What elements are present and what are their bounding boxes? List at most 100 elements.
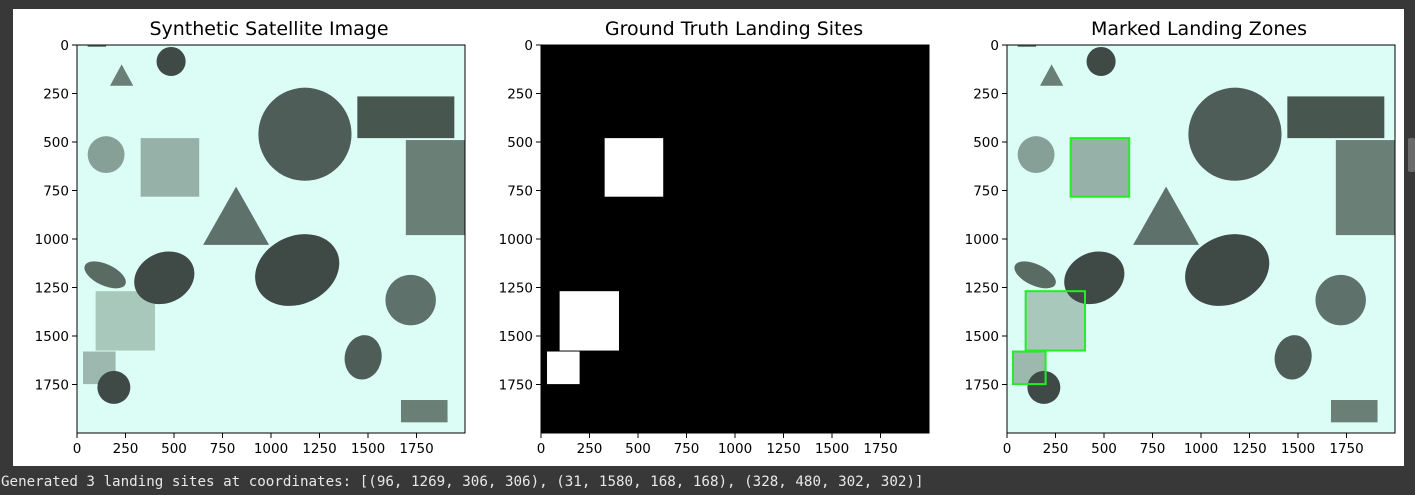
shape-rectangle bbox=[1330, 400, 1378, 423]
y-tick-label: 500 bbox=[43, 135, 69, 151]
shape-rectangle bbox=[1335, 140, 1395, 236]
shape-ellipse bbox=[1188, 87, 1282, 181]
x-tick-label: 1000 bbox=[1184, 441, 1218, 457]
x-tick-label: 500 bbox=[161, 441, 187, 457]
y-tick-label: 0 bbox=[524, 38, 533, 54]
panel-title: Marked Landing Zones bbox=[1091, 18, 1307, 40]
y-tick-label: 750 bbox=[973, 184, 999, 200]
x-tick-label: 1000 bbox=[254, 441, 288, 457]
x-ticks: 0 250 500 750 1000 1250 1500 1750 bbox=[537, 433, 898, 457]
shape-ellipse bbox=[84, 261, 126, 289]
shape-ellipse bbox=[255, 234, 340, 306]
ground-truth-mask bbox=[541, 45, 929, 433]
shape-rectangle bbox=[400, 400, 448, 423]
y-tick-label: 1250 bbox=[965, 281, 999, 297]
shape-triangle bbox=[1039, 64, 1064, 86]
y-tick-label: 0 bbox=[990, 38, 999, 54]
y-tick-label: 1500 bbox=[35, 329, 69, 345]
y-tick-label: 1250 bbox=[499, 281, 533, 297]
x-tick-label: 250 bbox=[577, 441, 603, 457]
y-tick-label: 1000 bbox=[499, 232, 533, 248]
shape-rectangle bbox=[95, 291, 155, 351]
y-tick-label: 250 bbox=[43, 87, 69, 103]
x-tick-label: 1500 bbox=[815, 441, 849, 457]
x-tick-label: 250 bbox=[1043, 441, 1069, 457]
x-ticks: 0 250 500 750 1000 1250 1500 1750 bbox=[73, 433, 434, 457]
shape-ellipse bbox=[156, 46, 186, 77]
shape-rectangle bbox=[1070, 138, 1130, 197]
shape-rectangle bbox=[1017, 45, 1037, 47]
y-tick-label: 1250 bbox=[35, 281, 69, 297]
landing-zone-box bbox=[1069, 137, 1131, 198]
landing-site-mask bbox=[547, 351, 580, 385]
landing-zone-box bbox=[1024, 290, 1086, 352]
x-tick-label: 0 bbox=[73, 441, 82, 457]
panel-synthetic-satellite-image: Synthetic Satellite Image 0 250 500 750 1000… bbox=[35, 18, 466, 457]
x-tick-label: 1250 bbox=[766, 441, 800, 457]
x-tick-label: 500 bbox=[1091, 441, 1117, 457]
x-tick-label: 250 bbox=[113, 441, 139, 457]
marked-image bbox=[1007, 45, 1395, 433]
shape-ellipse bbox=[1086, 46, 1116, 77]
y-tick-label: 500 bbox=[973, 135, 999, 151]
x-tick-label: 1500 bbox=[1281, 441, 1315, 457]
y-tick-label: 1500 bbox=[965, 329, 999, 345]
shape-ellipse bbox=[1014, 261, 1056, 289]
shape-rectangle bbox=[1025, 291, 1085, 351]
shape-ellipse bbox=[97, 370, 131, 404]
x-tick-label: 1500 bbox=[351, 441, 385, 457]
x-tick-label: 1750 bbox=[1329, 441, 1363, 457]
x-tick-label: 750 bbox=[674, 441, 700, 457]
y-ticks: 0 250 500 750 1000 1250 1500 1750 bbox=[499, 38, 541, 394]
y-tick-label: 1500 bbox=[499, 329, 533, 345]
y-ticks: 0 250 500 750 1000 1250 1500 1750 bbox=[965, 38, 1007, 394]
y-tick-label: 500 bbox=[507, 135, 533, 151]
shape-rectangle bbox=[140, 138, 200, 197]
mask-background bbox=[541, 45, 929, 433]
landing-site-mask bbox=[559, 291, 619, 351]
y-tick-label: 1750 bbox=[965, 378, 999, 394]
scrollbar-handle[interactable] bbox=[1408, 138, 1415, 172]
satellite-image bbox=[77, 45, 465, 433]
shape-rectangle bbox=[87, 45, 107, 47]
landing-site-mask bbox=[604, 138, 664, 197]
y-tick-label: 1000 bbox=[965, 232, 999, 248]
x-tick-label: 0 bbox=[537, 441, 546, 457]
x-ticks: 0 250 500 750 1000 1250 1500 1750 bbox=[1003, 433, 1364, 457]
shape-ellipse bbox=[1017, 136, 1055, 174]
y-tick-label: 750 bbox=[507, 184, 533, 200]
x-tick-label: 750 bbox=[1140, 441, 1166, 457]
y-tick-label: 250 bbox=[973, 87, 999, 103]
x-tick-label: 1000 bbox=[718, 441, 752, 457]
shape-triangle bbox=[1133, 186, 1200, 245]
shape-triangle bbox=[109, 64, 134, 86]
shape-ellipse bbox=[1027, 370, 1061, 404]
shape-ellipse bbox=[385, 274, 436, 326]
shape-ellipse bbox=[344, 335, 382, 380]
panel-title: Ground Truth Landing Sites bbox=[605, 18, 863, 40]
y-ticks: 0 250 500 750 1000 1250 1500 1750 bbox=[35, 38, 77, 394]
shape-ellipse bbox=[1274, 335, 1312, 380]
shape-ellipse bbox=[1315, 274, 1366, 326]
y-tick-label: 250 bbox=[507, 87, 533, 103]
shape-rectangle bbox=[357, 96, 455, 139]
x-tick-label: 1750 bbox=[399, 441, 433, 457]
shape-ellipse bbox=[87, 136, 125, 174]
x-tick-label: 750 bbox=[210, 441, 236, 457]
x-tick-label: 500 bbox=[625, 441, 651, 457]
y-tick-label: 1750 bbox=[35, 378, 69, 394]
panel-ground-truth-landing-sites: Ground Truth Landing Sites 0 250 500 750 100… bbox=[499, 18, 930, 457]
x-tick-label: 1250 bbox=[1232, 441, 1266, 457]
y-tick-label: 1750 bbox=[499, 378, 533, 394]
shape-ellipse bbox=[1185, 234, 1270, 306]
figure-canvas: Synthetic Satellite Image 0 250 500 750 1000… bbox=[35, 18, 1396, 457]
shape-rectangle bbox=[1287, 96, 1385, 139]
y-tick-label: 750 bbox=[43, 184, 69, 200]
panel-marked-landing-zones: Marked Landing Zones 0 250 500 750 1000 1250 1… bbox=[965, 18, 1396, 457]
shape-rectangle bbox=[405, 140, 465, 236]
y-tick-label: 1000 bbox=[35, 232, 69, 248]
landing-zone-box bbox=[1012, 350, 1047, 386]
shape-ellipse bbox=[258, 87, 352, 181]
x-tick-label: 0 bbox=[1003, 441, 1012, 457]
x-tick-label: 1250 bbox=[302, 441, 336, 457]
